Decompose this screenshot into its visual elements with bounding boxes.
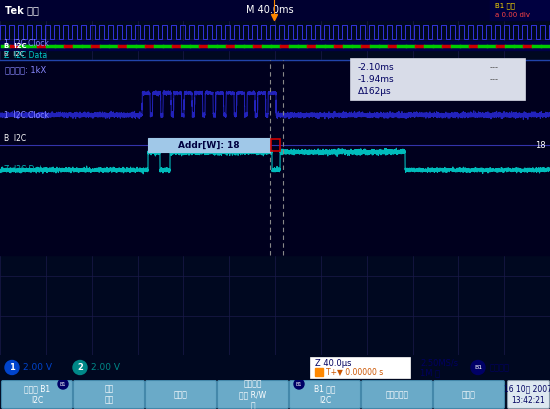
Text: 匯流排 B1
I2C: 匯流排 B1 I2C (24, 384, 50, 405)
Text: 缩放倍数: 1kX: 缩放倍数: 1kX (5, 65, 46, 74)
Text: 臨界値: 臨界値 (174, 390, 188, 399)
Bar (350, 58, 525, 100)
Text: 匯流排畫面: 匯流排畫面 (386, 390, 409, 399)
Text: 定義
輸入: 定義 輸入 (104, 384, 114, 405)
FancyBboxPatch shape (361, 380, 432, 409)
Text: 1: 1 (9, 363, 15, 372)
Text: 2.00 V: 2.00 V (23, 363, 52, 372)
Text: 16 10月 2007
13:42:21: 16 10月 2007 13:42:21 (504, 384, 550, 405)
Bar (271, 139, 280, 151)
FancyBboxPatch shape (508, 380, 549, 409)
Text: Tek 停止: Tek 停止 (5, 5, 39, 15)
Text: B1: B1 (296, 382, 303, 387)
Text: -1.94ms: -1.94ms (358, 76, 395, 85)
Text: B1 標籤
I2C: B1 標籤 I2C (314, 384, 336, 405)
Text: Addr[W]: 18: Addr[W]: 18 (178, 141, 240, 150)
FancyBboxPatch shape (433, 380, 504, 409)
Text: ---: --- (490, 63, 499, 72)
Text: Z 40.0μs: Z 40.0μs (315, 359, 351, 368)
Text: M 40.0ms: M 40.0ms (246, 5, 294, 15)
FancyBboxPatch shape (74, 380, 145, 409)
Bar (315, 368, 323, 376)
Text: B1 垂直: B1 垂直 (495, 3, 515, 9)
Bar (310, 357, 410, 378)
FancyBboxPatch shape (217, 380, 289, 409)
Text: T+▼ 0.00000 s: T+▼ 0.00000 s (326, 368, 383, 377)
FancyBboxPatch shape (289, 380, 360, 409)
Circle shape (471, 360, 485, 375)
Text: 1  I2C Clock: 1 I2C Clock (4, 39, 49, 48)
Text: 事件表: 事件表 (462, 390, 476, 399)
Text: 1M 點: 1M 點 (420, 369, 440, 378)
FancyBboxPatch shape (2, 380, 73, 409)
Text: 在位址中
包括 R/W
否: 在位址中 包括 R/W 否 (239, 379, 267, 409)
Text: ---: --- (490, 76, 499, 85)
Text: B  I2C: B I2C (4, 43, 26, 49)
Text: B  I2C: B I2C (4, 51, 24, 57)
Circle shape (58, 379, 68, 389)
Bar (148, 138, 270, 152)
Text: Z  I2C Data: Z I2C Data (4, 166, 47, 175)
Bar (0, 0, 550, 20)
Bar (0, 60, 550, 255)
Text: Δ162μs: Δ162μs (358, 88, 392, 97)
Circle shape (294, 379, 304, 389)
Text: -2.10ms: -2.10ms (358, 63, 395, 72)
Text: 2.00 V: 2.00 V (91, 363, 120, 372)
Bar (490, 0, 550, 20)
Text: B1: B1 (60, 382, 66, 387)
FancyBboxPatch shape (146, 380, 217, 409)
Text: Z  I2C Data: Z I2C Data (4, 50, 47, 59)
Text: 18: 18 (535, 141, 546, 150)
Circle shape (5, 360, 19, 375)
Text: B1: B1 (474, 365, 482, 370)
Circle shape (73, 360, 87, 375)
Text: 1  I2C Clock: 1 I2C Clock (4, 110, 49, 119)
Text: B  I2C: B I2C (4, 134, 26, 143)
Text: 2: 2 (77, 363, 83, 372)
Text: 2.50MS/s: 2.50MS/s (420, 359, 458, 368)
Text: 遺失確認: 遺失確認 (490, 363, 510, 372)
Bar (0, 41, 550, 50)
Text: a 0.00 div: a 0.00 div (495, 12, 530, 18)
